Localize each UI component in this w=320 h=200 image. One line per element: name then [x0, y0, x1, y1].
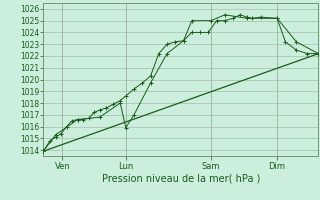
X-axis label: Pression niveau de la mer( hPa ): Pression niveau de la mer( hPa )	[102, 173, 260, 183]
